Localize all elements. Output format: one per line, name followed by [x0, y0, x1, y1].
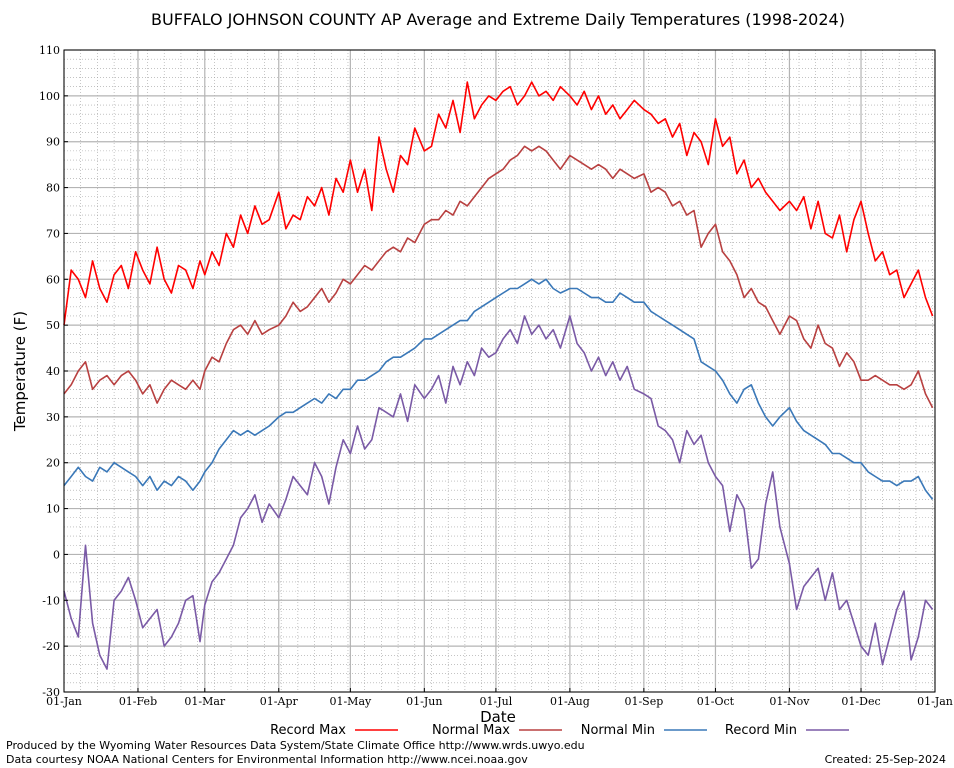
x-tick-label: 01-Sep [624, 695, 663, 708]
normal-min-line [63, 278, 934, 500]
y-tick-label: 70 [46, 227, 60, 240]
x-axis-label: Date [480, 708, 516, 726]
y-tick-label: 20 [46, 457, 60, 470]
y-tick-label: 60 [46, 273, 60, 286]
record-min-line [63, 315, 934, 670]
x-tick-label: 01-Nov [769, 695, 810, 708]
y-tick-label: 0 [53, 548, 60, 561]
x-tick-label: 01-Jul [480, 695, 513, 708]
x-tick-label: 01-Jan [917, 695, 953, 708]
record-max-line [63, 81, 934, 326]
x-tick-label: 01-Mar [184, 695, 226, 708]
x-tick-label: 01-Oct [697, 695, 735, 708]
legend-label-normal-max: Normal Max [432, 723, 510, 738]
y-tick-label: -30 [42, 686, 60, 699]
legend-label-record-max: Record Max [270, 723, 346, 738]
legend: Record Max Normal Max Normal Min Record Min [270, 723, 849, 738]
x-tick-label: 01-Dec [841, 695, 880, 708]
x-tick-label: 01-Apr [260, 695, 299, 708]
footer-data-source: Data courtesy NOAA National Centers for … [6, 753, 528, 766]
y-tick-label: 30 [46, 411, 60, 424]
footer-producer: Produced by the Wyoming Water Resources … [6, 739, 585, 752]
x-tick-label: 01-Jan [46, 695, 82, 708]
x-tick-label: 01-Aug [550, 695, 590, 708]
y-tick-label: -10 [42, 594, 60, 607]
series-layer [63, 81, 934, 670]
normal-max-line [63, 145, 934, 409]
plot-area [63, 49, 936, 693]
x-tick-label: 01-Feb [119, 695, 157, 708]
chart-title: BUFFALO JOHNSON COUNTY AP Average and Ex… [151, 10, 845, 29]
x-tick-label: 01-May [329, 695, 372, 708]
y-tick-label: 100 [39, 90, 60, 103]
y-axis-label: Temperature (F) [11, 311, 29, 432]
legend-label-normal-min: Normal Min [581, 723, 655, 738]
y-tick-label: -20 [42, 640, 60, 653]
y-tick-label: 10 [46, 503, 60, 516]
y-tick-label: 50 [46, 319, 60, 332]
x-axis-ticks: 01-Jan 01-Feb 01-Mar 01-Apr 01-May 01-Jun 01-J… [46, 688, 953, 708]
x-tick-label: 01-Jun [406, 695, 442, 708]
footer-created: Created: 25-Sep-2024 [825, 753, 946, 766]
y-tick-label: 110 [39, 44, 60, 57]
y-tick-label: 90 [46, 136, 60, 149]
y-tick-label: 80 [46, 182, 60, 195]
legend-label-record-min: Record Min [725, 723, 797, 738]
y-tick-label: 40 [46, 365, 60, 378]
